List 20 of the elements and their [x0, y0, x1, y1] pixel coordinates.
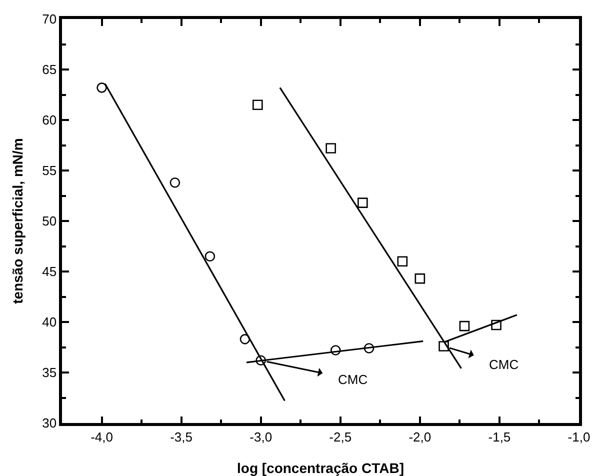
- y-tick-label: 40: [42, 314, 57, 330]
- y-tick-label: 60: [42, 112, 57, 128]
- x-axis-title: log [concentração CTAB]: [237, 460, 404, 476]
- x-tick-label: -2,0: [408, 429, 432, 444]
- x-tick-label: -3,0: [250, 429, 272, 444]
- x-tick-label: -4,0: [90, 429, 113, 444]
- y-tick-label: 35: [42, 365, 57, 380]
- annotation: CMC: [489, 357, 519, 372]
- x-tick-label: -1,0: [568, 429, 590, 444]
- x-tick-label: -2,5: [329, 429, 352, 444]
- annotation: CMC: [338, 372, 368, 387]
- x-tick-label: -1,5: [488, 429, 511, 444]
- y-tick-label: 65: [42, 62, 57, 78]
- y-tick-label: 70: [42, 12, 57, 27]
- x-tick-label: -3,5: [170, 429, 193, 444]
- y-tick-label: 50: [42, 214, 57, 229]
- y-axis-title: tensão superficial, mN/m: [10, 138, 26, 304]
- y-tick-label: 55: [42, 163, 57, 178]
- y-tick-label: 30: [42, 416, 57, 431]
- y-tick-label: 45: [42, 264, 57, 280]
